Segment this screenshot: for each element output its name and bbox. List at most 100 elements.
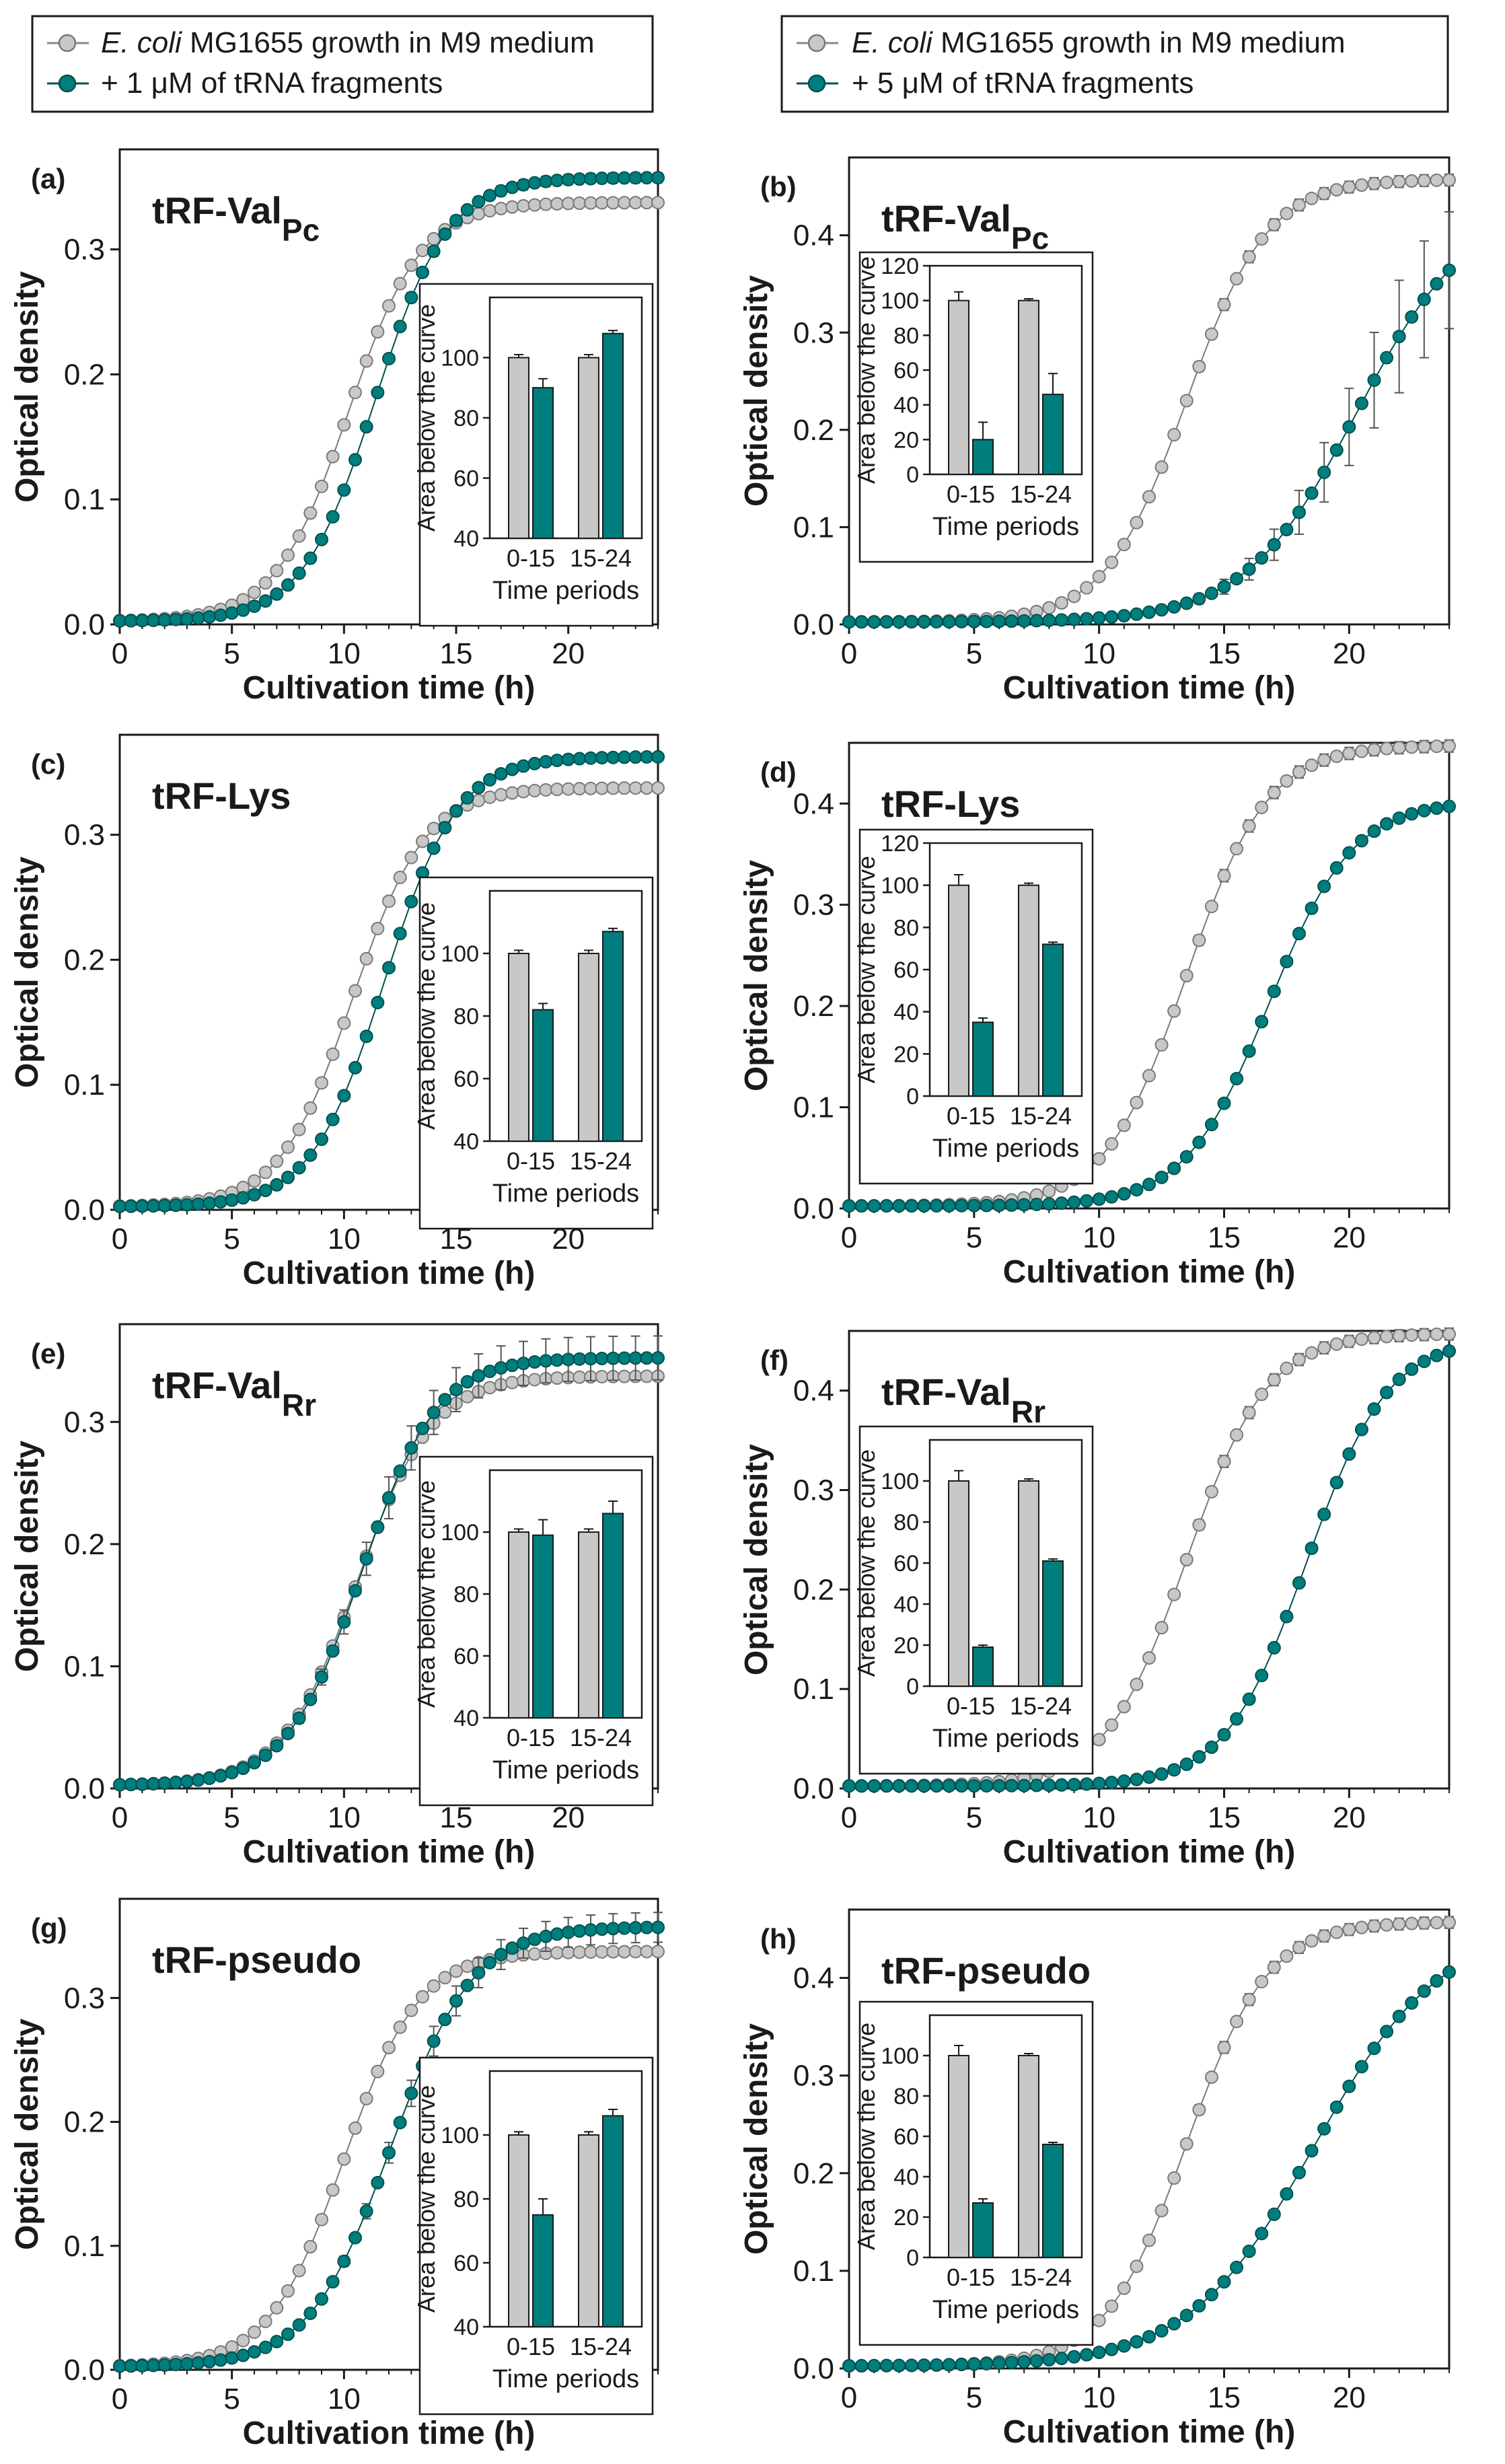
x-tick-label: 10: [1082, 2381, 1115, 2414]
data-point: [124, 2359, 138, 2373]
inset-y-tick-label: 0: [906, 1084, 919, 1110]
data-point: [494, 767, 508, 781]
data-point: [147, 1777, 160, 1791]
data-point: [1292, 505, 1306, 519]
data-point: [1105, 610, 1119, 624]
data-point: [248, 1188, 261, 1202]
data-point: [416, 265, 429, 279]
data-point: [393, 1464, 407, 1478]
panel-title: tRF-ValPc: [881, 197, 1049, 256]
data-point: [1167, 1161, 1181, 1175]
data-point: [1342, 1447, 1356, 1461]
data-point: [628, 196, 643, 210]
data-point: [561, 752, 575, 766]
data-point: [980, 2356, 994, 2370]
data-point: [1255, 1669, 1269, 1683]
data-point: [236, 2348, 250, 2362]
data-point: [1405, 1916, 1419, 1930]
data-point: [527, 198, 542, 212]
data-point: [191, 1773, 205, 1787]
data-point: [1267, 1640, 1281, 1655]
data-point: [942, 1198, 956, 1212]
y-tick-label: 0.1: [793, 511, 834, 544]
x-tick-label: 20: [1333, 637, 1366, 670]
data-point: [1430, 1348, 1444, 1363]
y-tick-label: 0.0: [793, 1192, 834, 1225]
data-point: [371, 2064, 385, 2078]
data-point: [281, 548, 295, 563]
data-point: [1130, 1183, 1144, 1197]
data-point: [472, 793, 486, 807]
data-point: [640, 1369, 654, 1383]
x-tick-label: 0: [112, 1223, 128, 1256]
data-point: [1317, 2122, 1331, 2136]
inset-category-label: 15-24: [1010, 2263, 1072, 2291]
data-point: [416, 1990, 429, 2004]
data-point: [460, 1375, 474, 1389]
data-point: [1117, 1700, 1131, 1714]
legend-treated-marker: [807, 74, 826, 93]
data-point: [1029, 2354, 1043, 2368]
data-point: [1167, 428, 1181, 442]
data-point: [494, 202, 508, 216]
data-point: [1255, 551, 1269, 565]
data-point: [854, 2358, 869, 2372]
inset-bar-treated: [1041, 1560, 1064, 1687]
x-axis-label: Cultivation time (h): [243, 1256, 536, 1291]
x-axis-label: Cultivation time (h): [243, 670, 536, 706]
inset-bar-control: [948, 884, 970, 1097]
x-tick-label: 5: [223, 2383, 240, 2416]
data-point: [550, 1927, 564, 1941]
inset-y-axis-label: Area below the curve: [412, 2085, 440, 2313]
data-point: [595, 1945, 609, 1959]
data-point: [539, 783, 553, 797]
data-point: [483, 188, 497, 203]
data-point: [460, 1978, 474, 1992]
x-axis-label: Cultivation time (h): [1003, 1254, 1296, 1290]
data-point: [1354, 1920, 1368, 1934]
data-point: [1367, 1919, 1381, 1933]
data-point: [854, 615, 869, 629]
data-point: [1354, 2060, 1368, 2074]
data-point: [573, 172, 587, 186]
data-point: [1380, 741, 1394, 756]
data-point: [460, 791, 474, 805]
data-point: [550, 783, 564, 797]
data-point: [1154, 2324, 1169, 2338]
data-point: [382, 1491, 396, 1505]
data-point: [1329, 183, 1344, 197]
data-point: [1354, 1422, 1368, 1437]
inset-y-tick-label: 80: [453, 1004, 479, 1029]
inset-y-tick-label: 0: [906, 1674, 919, 1700]
data-point: [1305, 901, 1319, 915]
data-point: [606, 171, 620, 185]
data-point: [1142, 490, 1156, 504]
data-point: [292, 2263, 306, 2278]
data-point: [359, 354, 373, 368]
data-point: [618, 750, 631, 764]
data-point: [1054, 613, 1068, 627]
y-tick-label: 0.0: [64, 608, 105, 641]
inset-y-axis-label: Area below the curve: [412, 902, 440, 1130]
data-point: [1217, 579, 1231, 593]
data-point: [1380, 1918, 1394, 1932]
x-tick-label: 0: [112, 637, 128, 670]
data-point: [550, 1371, 564, 1385]
inset-y-tick-label: 20: [893, 1042, 919, 1067]
x-tick-label: 5: [966, 1221, 982, 1254]
inset-bar-treated: [601, 1513, 624, 1718]
data-point: [1167, 1004, 1181, 1018]
data-point: [337, 483, 351, 497]
inset-y-tick-label: 80: [453, 2187, 479, 2212]
data-point: [1405, 1328, 1419, 1342]
inset-y-tick-label: 80: [453, 406, 479, 431]
data-point: [1442, 263, 1456, 277]
data-point: [393, 927, 407, 941]
x-axis-label: Cultivation time (h): [1003, 2414, 1296, 2450]
data-point: [303, 2307, 318, 2321]
data-point: [573, 1370, 587, 1384]
data-point: [258, 1184, 272, 1198]
data-point: [169, 1198, 183, 1212]
data-point: [1405, 807, 1419, 821]
